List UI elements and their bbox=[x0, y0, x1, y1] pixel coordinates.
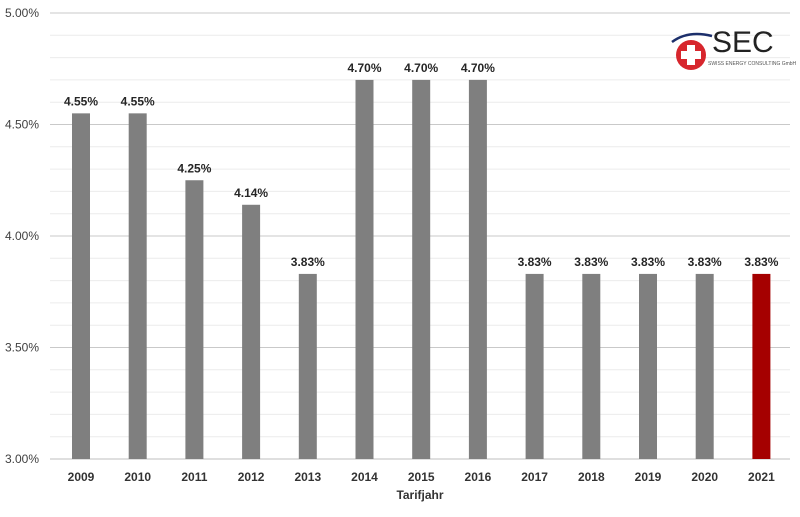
x-tick-label: 2017 bbox=[521, 470, 548, 484]
bar-2015 bbox=[412, 79, 431, 460]
bar-2018 bbox=[582, 273, 601, 459]
bar-2012 bbox=[242, 204, 261, 459]
y-tick-label: 4.00% bbox=[5, 229, 39, 243]
y-tick-label: 5.00% bbox=[5, 6, 39, 20]
data-label-2018: 3.83% bbox=[574, 255, 608, 269]
logo-arc-icon bbox=[671, 32, 713, 44]
data-label-2012: 4.14% bbox=[234, 186, 268, 200]
x-axis: 2009 2010 2011 2012 2013 2014 2015 2016 2017 2018… bbox=[68, 470, 775, 484]
x-tick-label: 2020 bbox=[691, 470, 718, 484]
data-label-2011: 4.25% bbox=[177, 161, 211, 175]
data-label-2017: 3.83% bbox=[518, 255, 552, 269]
data-label-2009: 4.55% bbox=[64, 94, 98, 108]
data-label-2020: 3.83% bbox=[688, 255, 722, 269]
logo-name: SEC bbox=[712, 26, 774, 59]
x-tick-label: 2009 bbox=[68, 470, 95, 484]
data-label-2014: 4.70% bbox=[347, 61, 381, 75]
data-label-2010: 4.55% bbox=[121, 94, 155, 108]
y-tick-label: 4.50% bbox=[5, 118, 39, 132]
x-tick-label: 2016 bbox=[465, 470, 492, 484]
bar-2017 bbox=[525, 273, 544, 459]
x-tick-label: 2018 bbox=[578, 470, 605, 484]
bar-2010 bbox=[128, 113, 147, 459]
x-tick-label: 2012 bbox=[238, 470, 265, 484]
data-label-2016: 4.70% bbox=[461, 61, 495, 75]
bars bbox=[72, 79, 771, 460]
bar-2021 bbox=[752, 273, 771, 459]
sec-logo: SEC SWISS ENERGY CONSULTING GmbH bbox=[671, 26, 797, 70]
x-tick-label: 2015 bbox=[408, 470, 435, 484]
bar-2020 bbox=[695, 273, 714, 459]
bar-2016 bbox=[468, 79, 487, 460]
x-tick-label: 2014 bbox=[351, 470, 378, 484]
x-tick-label: 2011 bbox=[181, 470, 207, 484]
x-tick-label: 2013 bbox=[294, 470, 321, 484]
bar-2009 bbox=[72, 113, 90, 459]
bar-2011 bbox=[185, 180, 204, 459]
y-tick-label: 3.00% bbox=[5, 452, 39, 466]
data-label-2021: 3.83% bbox=[744, 255, 778, 269]
y-tick-label: 3.50% bbox=[5, 341, 39, 355]
data-label-2019: 3.83% bbox=[631, 255, 665, 269]
bar-2013 bbox=[298, 273, 317, 459]
data-labels: 4.55% 4.55% 4.25% 4.14% 3.83% 4.70% 4.70% 4.70%… bbox=[64, 61, 779, 269]
bar-2014 bbox=[355, 79, 374, 460]
x-tick-label: 2019 bbox=[635, 470, 662, 484]
logo-subtitle: SWISS ENERGY CONSULTING GmbH bbox=[708, 61, 797, 67]
x-tick-label: 2010 bbox=[124, 470, 151, 484]
data-label-2015: 4.70% bbox=[404, 61, 438, 75]
x-tick-label: 2021 bbox=[748, 470, 775, 484]
bar-2019 bbox=[639, 273, 657, 459]
data-label-2013: 3.83% bbox=[291, 255, 325, 269]
x-axis-title: Tarifjahr bbox=[396, 488, 443, 502]
y-axis: 3.00% 3.50% 4.00% 4.50% 5.00% bbox=[5, 6, 39, 466]
